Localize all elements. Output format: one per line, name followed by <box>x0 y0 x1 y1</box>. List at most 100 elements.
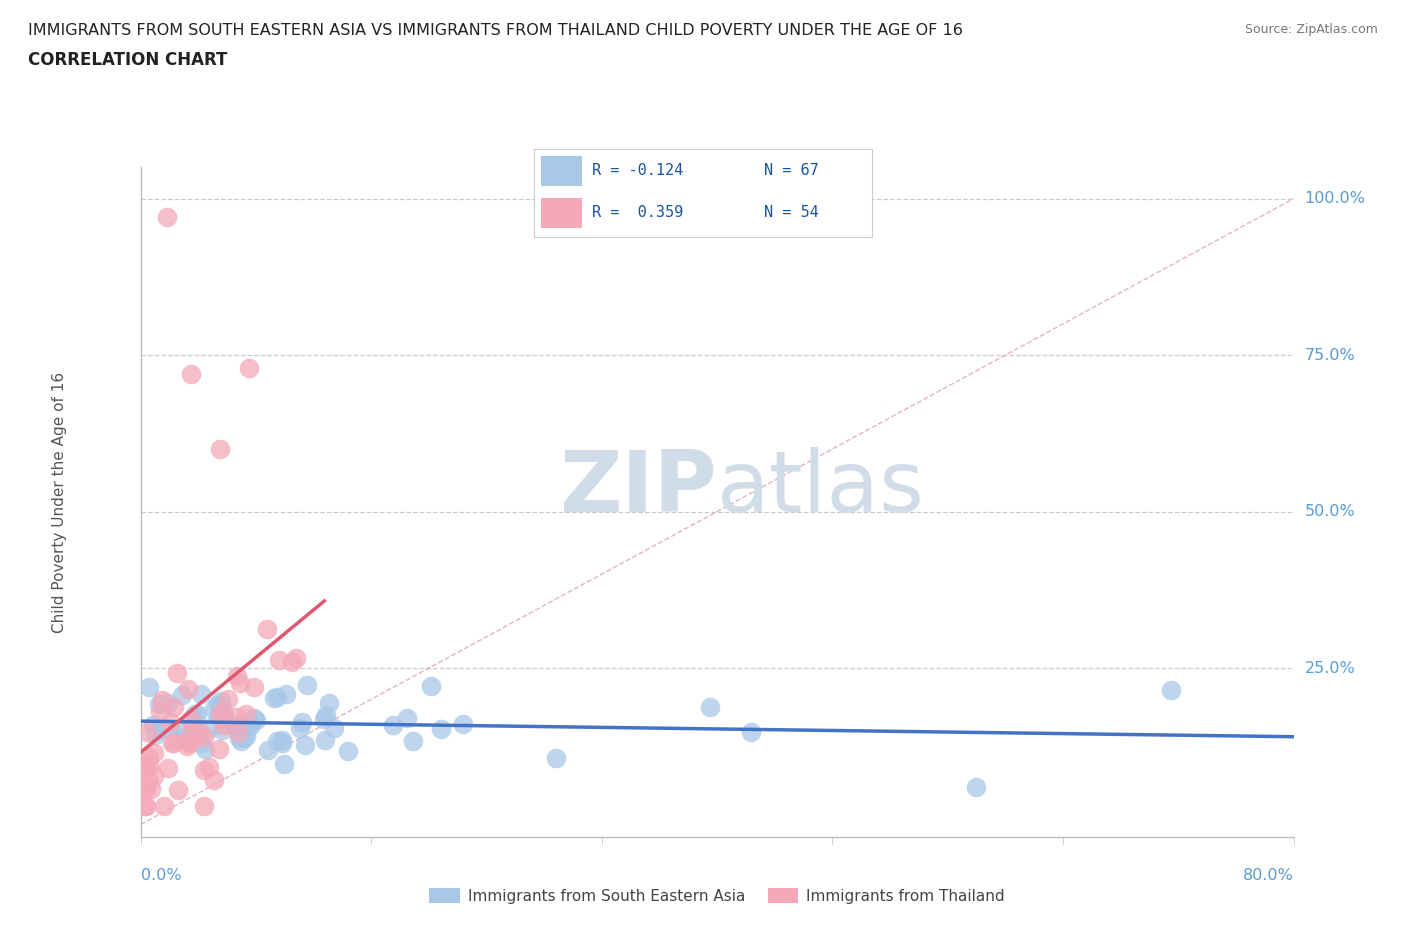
Point <box>288 721 311 736</box>
Text: ZIP: ZIP <box>560 447 717 530</box>
Point <box>184 724 207 738</box>
Point <box>224 720 246 735</box>
Point <box>134 780 156 795</box>
Point <box>183 707 205 722</box>
Point <box>138 758 160 773</box>
Point <box>159 723 181 737</box>
Point <box>177 736 200 751</box>
Point <box>190 735 212 750</box>
Point <box>295 677 318 692</box>
Point <box>142 768 165 783</box>
Point <box>157 761 180 776</box>
Point <box>207 709 229 724</box>
Point <box>207 697 229 711</box>
Point <box>155 210 177 225</box>
Point <box>314 733 336 748</box>
Point <box>179 735 201 750</box>
Text: 25.0%: 25.0% <box>1305 660 1355 675</box>
Point <box>134 781 156 796</box>
Text: IMMIGRANTS FROM SOUTH EASTERN ASIA VS IMMIGRANTS FROM THAILAND CHILD POVERTY UND: IMMIGRANTS FROM SOUTH EASTERN ASIA VS IM… <box>28 23 963 38</box>
Text: Source: ZipAtlas.com: Source: ZipAtlas.com <box>1244 23 1378 36</box>
Point <box>211 723 233 737</box>
Point <box>232 730 254 745</box>
Point <box>269 653 291 668</box>
Text: 80.0%: 80.0% <box>1243 868 1294 883</box>
Point <box>143 727 166 742</box>
Point <box>271 733 294 748</box>
Point <box>294 737 316 752</box>
Point <box>451 716 474 731</box>
Point <box>322 721 344 736</box>
Text: 100.0%: 100.0% <box>1305 192 1365 206</box>
Point <box>315 708 337 723</box>
Point <box>202 702 225 717</box>
Point <box>150 693 173 708</box>
Point <box>965 779 987 794</box>
Point <box>136 724 159 739</box>
Point <box>239 717 262 732</box>
Point <box>180 366 202 381</box>
Point <box>149 703 172 718</box>
Point <box>225 718 247 733</box>
Point <box>209 711 232 725</box>
Point <box>194 742 217 757</box>
Point <box>740 724 762 739</box>
Point <box>225 669 247 684</box>
Point <box>239 719 262 734</box>
Point <box>142 745 165 760</box>
Point <box>177 682 200 697</box>
Point <box>198 760 221 775</box>
Point <box>138 679 160 694</box>
Point <box>337 744 360 759</box>
Point <box>180 712 202 727</box>
Point <box>228 731 250 746</box>
Text: N = 54: N = 54 <box>763 205 818 219</box>
Point <box>212 717 235 732</box>
Point <box>209 694 232 709</box>
Point <box>148 723 170 737</box>
Point <box>699 700 721 715</box>
Point <box>235 728 257 743</box>
Point <box>162 736 184 751</box>
Text: R =  0.359: R = 0.359 <box>592 205 683 219</box>
Point <box>242 680 264 695</box>
Point <box>163 699 186 714</box>
Point <box>167 724 190 739</box>
Point <box>134 798 156 813</box>
Point <box>217 691 239 706</box>
Point <box>402 733 425 748</box>
Point <box>284 650 307 665</box>
Point <box>312 711 335 726</box>
Point <box>229 734 252 749</box>
Point <box>256 742 278 757</box>
Point <box>187 724 209 738</box>
Point <box>266 689 288 704</box>
Point <box>138 750 160 764</box>
Point <box>212 706 235 721</box>
Point <box>208 741 231 756</box>
Point <box>186 706 208 721</box>
Point <box>281 655 304 670</box>
Point <box>318 696 340 711</box>
Point <box>238 360 260 375</box>
Point <box>256 621 278 636</box>
Text: 50.0%: 50.0% <box>1305 504 1355 519</box>
Text: 0.0%: 0.0% <box>141 868 181 883</box>
Point <box>181 727 204 742</box>
Bar <box>541 198 582 228</box>
Point <box>166 783 188 798</box>
Point <box>159 715 181 730</box>
Legend: Immigrants from South Eastern Asia, Immigrants from Thailand: Immigrants from South Eastern Asia, Immi… <box>423 882 1011 910</box>
Text: CORRELATION CHART: CORRELATION CHART <box>28 51 228 69</box>
Point <box>166 731 188 746</box>
Point <box>243 711 266 725</box>
Point <box>381 717 404 732</box>
Point <box>245 713 267 728</box>
Point <box>225 710 247 724</box>
Text: 75.0%: 75.0% <box>1305 348 1355 363</box>
Point <box>180 711 202 726</box>
Point <box>211 710 233 724</box>
Point <box>201 720 224 735</box>
Point <box>395 711 418 725</box>
Point <box>202 773 225 788</box>
